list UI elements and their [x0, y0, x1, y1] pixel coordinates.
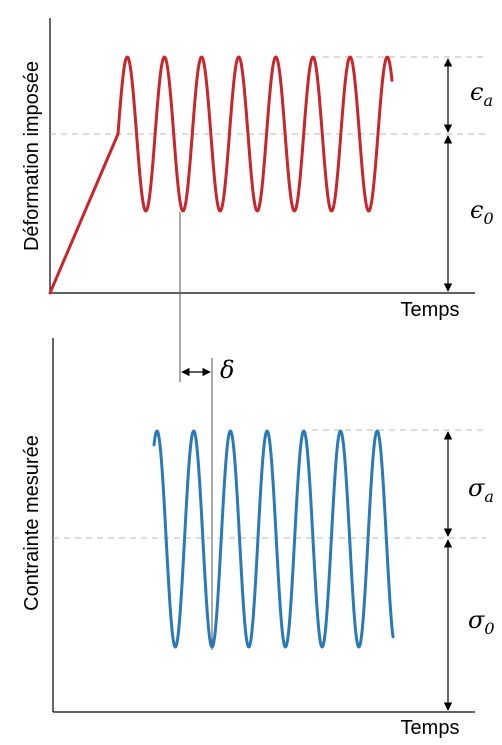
top-y-axis-label: Déformation imposée	[21, 61, 43, 251]
phase-lag-symbol: δ	[220, 356, 234, 384]
strain-amplitude-symbol: ϵa	[470, 78, 493, 110]
stress-curve	[152, 429, 395, 649]
stress-mean-symbol: σ0	[468, 606, 495, 638]
strain-mean-symbol: ϵ0	[470, 196, 494, 228]
bottom-y-axis-label: Contrainte mesurée	[21, 435, 43, 611]
strain-curve	[48, 55, 394, 295]
top-x-axis-label: Temps	[401, 299, 460, 321]
top-panel: ϵa ϵ0 Déformation imposée Temps	[21, 18, 494, 321]
bottom-panel: σa σ0 Contrainte mesurée Temps	[21, 338, 495, 739]
phase-lag-connector: δ	[179, 212, 234, 650]
stress-amplitude-symbol: σa	[468, 474, 494, 506]
bottom-x-axis-label: Temps	[401, 717, 460, 739]
